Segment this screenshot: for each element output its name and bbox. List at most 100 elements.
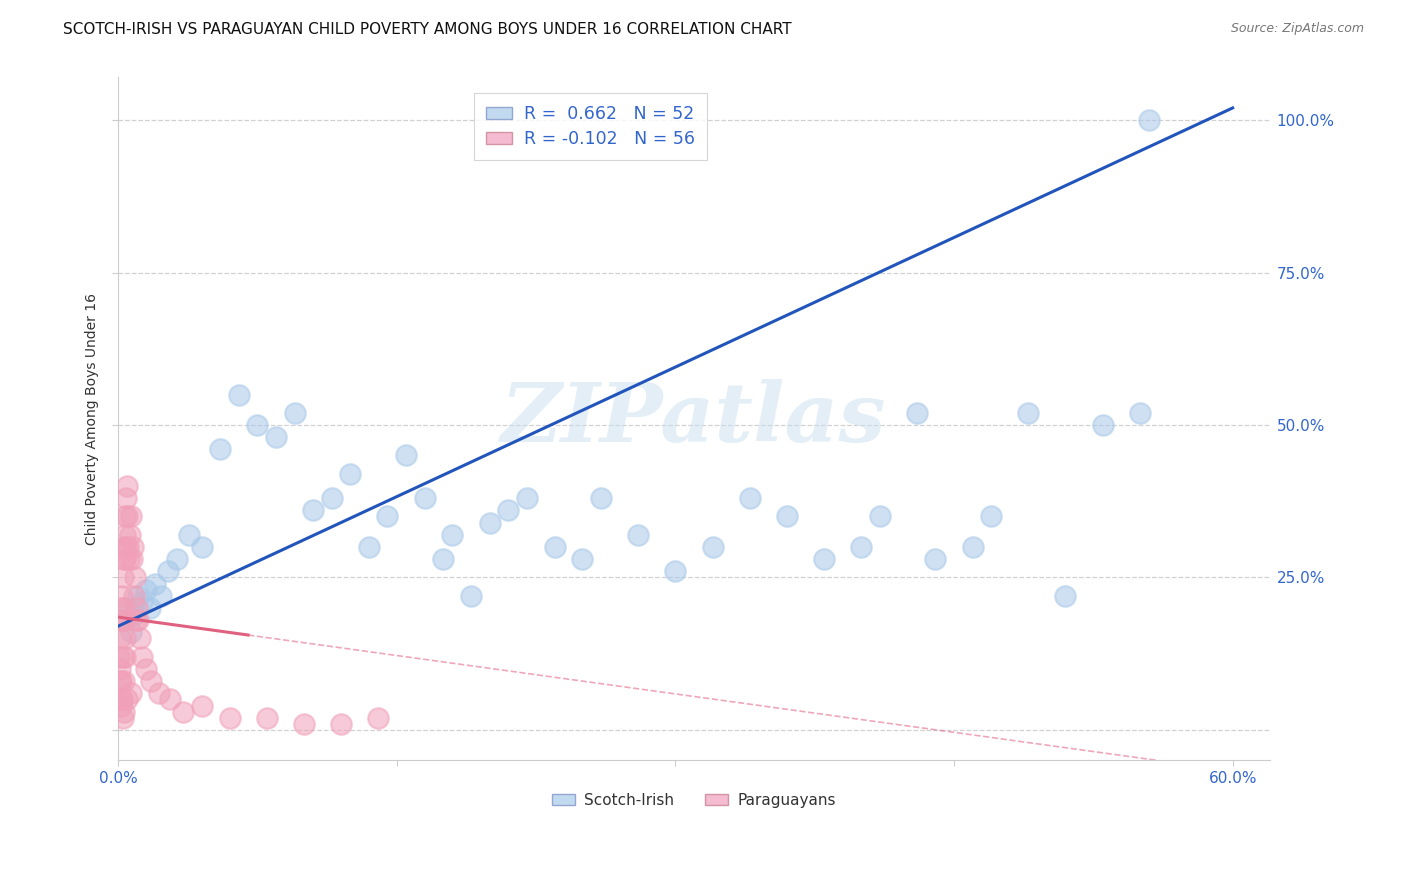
Point: [367, 711, 389, 725]
Point: [108, 632, 131, 646]
Point: [122, 540, 145, 554]
Point: [135, 582, 157, 597]
Point: [115, 613, 138, 627]
Point: [776, 509, 799, 524]
Point: [256, 711, 278, 725]
Text: Source: ZipAtlas.com: Source: ZipAtlas.com: [1230, 22, 1364, 36]
Point: [209, 442, 232, 457]
Point: [738, 491, 761, 505]
Point: [228, 387, 250, 401]
Point: [377, 509, 399, 524]
Point: [159, 692, 181, 706]
Point: [112, 540, 135, 554]
Point: [441, 528, 464, 542]
Point: [157, 565, 180, 579]
Point: [108, 649, 131, 664]
Point: [571, 552, 593, 566]
Point: [127, 589, 149, 603]
Point: [664, 565, 686, 579]
Point: [166, 552, 188, 566]
Point: [1091, 417, 1114, 432]
Point: [1137, 113, 1160, 128]
Point: [114, 528, 136, 542]
Point: [115, 540, 138, 554]
Point: [339, 467, 361, 481]
Point: [110, 662, 132, 676]
Point: [112, 613, 135, 627]
Point: [121, 552, 143, 566]
Point: [117, 479, 139, 493]
Point: [115, 491, 138, 505]
Point: [120, 528, 142, 542]
Point: [117, 540, 139, 554]
Point: [127, 613, 149, 627]
Point: [110, 674, 132, 689]
Point: [110, 692, 132, 706]
Point: [129, 632, 152, 646]
Point: [108, 674, 131, 689]
Point: [302, 503, 325, 517]
Point: [117, 601, 139, 615]
Point: [190, 698, 212, 713]
Point: [112, 674, 135, 689]
Point: [110, 601, 132, 615]
Point: [120, 686, 142, 700]
Point: [1054, 589, 1077, 603]
Point: [110, 698, 132, 713]
Point: [849, 540, 872, 554]
Point: [962, 540, 984, 554]
Point: [114, 632, 136, 646]
Point: [124, 607, 146, 621]
Point: [112, 705, 135, 719]
Point: [111, 570, 134, 584]
Point: [149, 589, 172, 603]
Point: [460, 589, 482, 603]
Point: [120, 625, 142, 640]
Point: [330, 716, 353, 731]
Point: [135, 662, 157, 676]
Point: [125, 601, 148, 615]
Point: [543, 540, 565, 554]
Point: [432, 552, 454, 566]
Point: [478, 516, 501, 530]
Point: [627, 528, 650, 542]
Point: [111, 589, 134, 603]
Point: [516, 491, 538, 505]
Point: [111, 649, 134, 664]
Point: [114, 649, 136, 664]
Point: [143, 576, 166, 591]
Point: [702, 540, 724, 554]
Point: [869, 509, 891, 524]
Point: [172, 705, 194, 719]
Point: [112, 552, 135, 566]
Text: ZIPatlas: ZIPatlas: [501, 379, 887, 458]
Point: [321, 491, 343, 505]
Point: [141, 674, 163, 689]
Point: [110, 613, 132, 627]
Point: [131, 649, 153, 664]
Point: [264, 430, 287, 444]
Point: [112, 601, 135, 615]
Point: [111, 613, 134, 627]
Point: [924, 552, 946, 566]
Point: [246, 417, 269, 432]
Point: [589, 491, 612, 505]
Point: [177, 528, 200, 542]
Point: [1017, 406, 1039, 420]
Point: [813, 552, 835, 566]
Point: [148, 686, 170, 700]
Point: [118, 552, 141, 566]
Point: [122, 589, 145, 603]
Point: [114, 552, 136, 566]
Point: [131, 595, 153, 609]
Point: [124, 570, 146, 584]
Point: [496, 503, 519, 517]
Point: [125, 613, 148, 627]
Point: [357, 540, 380, 554]
Text: SCOTCH-IRISH VS PARAGUAYAN CHILD POVERTY AMONG BOYS UNDER 16 CORRELATION CHART: SCOTCH-IRISH VS PARAGUAYAN CHILD POVERTY…: [63, 22, 792, 37]
Legend: Scotch-Irish, Paraguayans: Scotch-Irish, Paraguayans: [546, 787, 842, 814]
Point: [283, 406, 305, 420]
Point: [115, 509, 138, 524]
Point: [218, 711, 240, 725]
Point: [114, 509, 136, 524]
